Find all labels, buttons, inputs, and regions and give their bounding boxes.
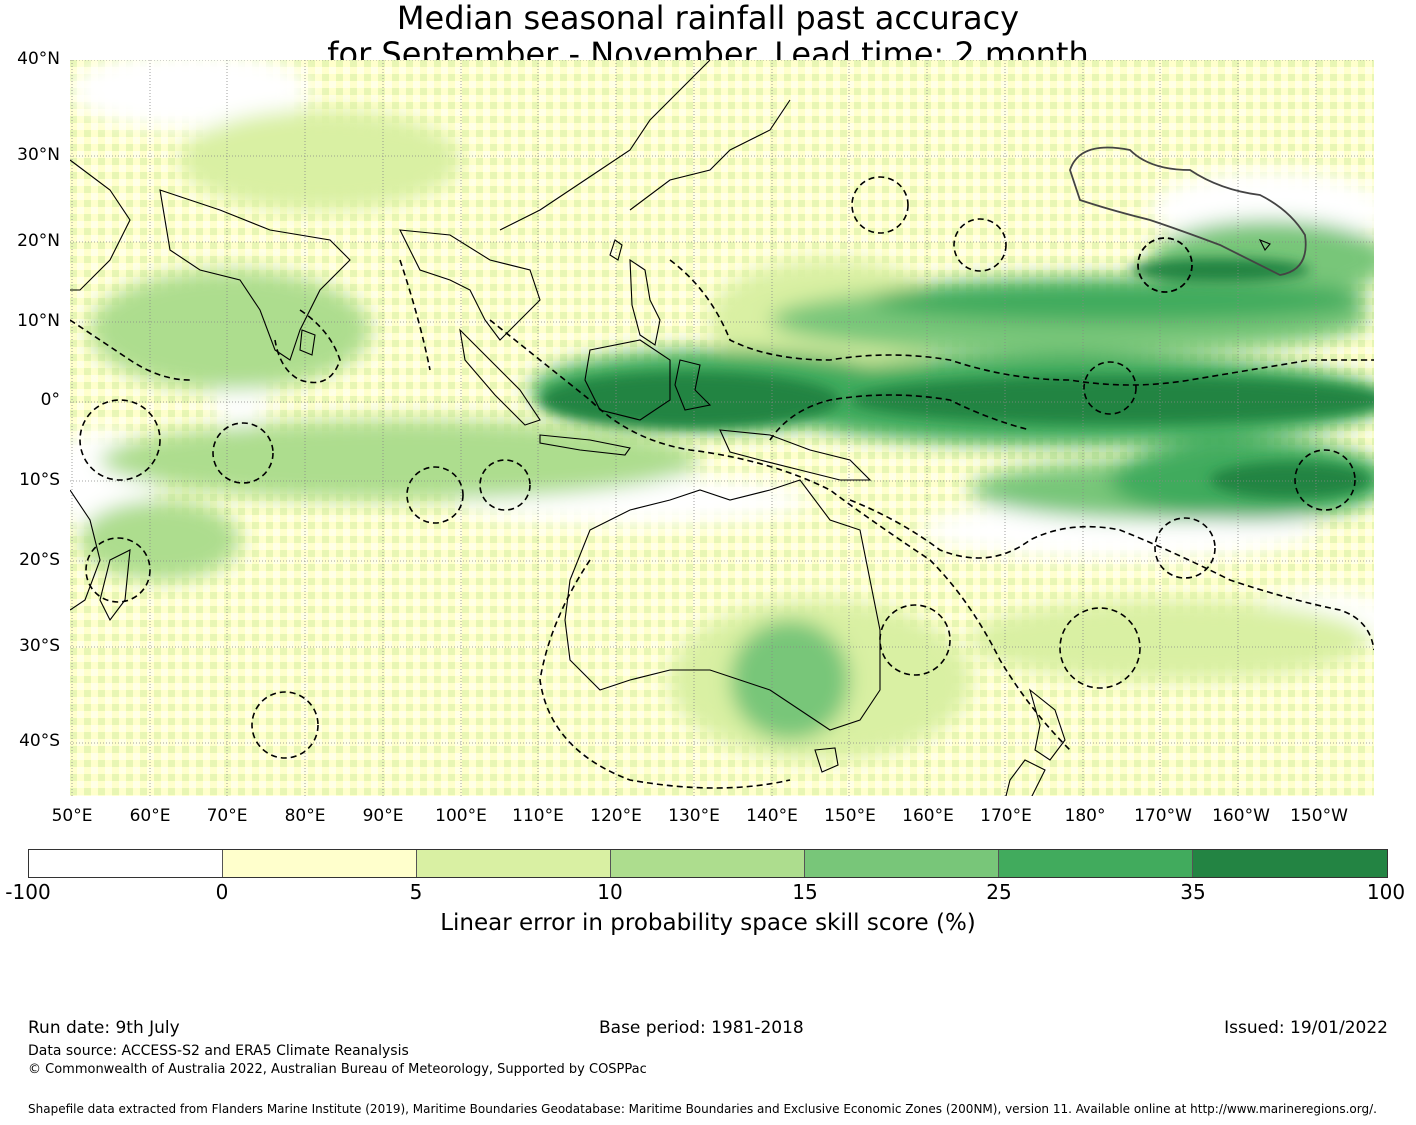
colorbar-tick: 25 bbox=[986, 880, 1012, 904]
base-period: Base period: 1981-2018 bbox=[599, 1018, 804, 1038]
colorbar-tick: 100 bbox=[1366, 880, 1406, 904]
colorbar-tick: 35 bbox=[1180, 880, 1206, 904]
lon-label-70e: 70°E bbox=[206, 806, 248, 826]
lon-label-110e: 110°E bbox=[512, 806, 564, 826]
lon-label-120e: 120°E bbox=[590, 806, 642, 826]
lat-label-30n: 30°N bbox=[17, 145, 60, 165]
colorbar-segment-0 bbox=[29, 850, 223, 877]
colorbar-segment-2 bbox=[417, 850, 611, 877]
lon-label-140e: 140°E bbox=[746, 806, 798, 826]
colorbar-segment-3 bbox=[611, 850, 805, 877]
lat-label-20n: 20°N bbox=[17, 231, 60, 251]
lat-label-40s: 40°S bbox=[19, 731, 60, 751]
shapefile-credit: Shapefile data extracted from Flanders M… bbox=[28, 1102, 1377, 1116]
lat-label-0: 0° bbox=[40, 390, 60, 410]
lon-label-150w: 150°W bbox=[1290, 806, 1348, 826]
lat-label-10n: 10°N bbox=[17, 311, 60, 331]
map-title-line1: Median seasonal rainfall past accuracy bbox=[396, 0, 1020, 37]
lon-label-150e: 150°E bbox=[824, 806, 876, 826]
lat-label-30s: 30°S bbox=[19, 636, 60, 656]
hawaii-eez-outline bbox=[1069, 146, 1307, 276]
data-source: Data source: ACCESS-S2 and ERA5 Climate … bbox=[28, 1043, 409, 1059]
copyright-notice: © Commonwealth of Australia 2022, Austra… bbox=[28, 1062, 647, 1077]
lat-label-20s: 20°S bbox=[19, 550, 60, 570]
colorbar-tick: -100 bbox=[5, 880, 51, 904]
graticule bbox=[70, 60, 1374, 796]
colorbar-segment-5 bbox=[999, 850, 1193, 877]
colorbar bbox=[28, 849, 1388, 878]
lat-label-10s: 10°S bbox=[19, 470, 60, 490]
lon-label-100e: 100°E bbox=[435, 806, 487, 826]
lon-label-60e: 60°E bbox=[129, 806, 171, 826]
colorbar-tick: 15 bbox=[792, 880, 818, 904]
issued-date: Issued: 19/01/2022 bbox=[1224, 1018, 1388, 1038]
eez-boundaries bbox=[70, 176, 1374, 789]
lon-label-180: 180° bbox=[1064, 806, 1106, 826]
lon-label-90e: 90°E bbox=[362, 806, 404, 826]
lon-label-160e: 160°E bbox=[902, 806, 954, 826]
skill-core bbox=[540, 258, 1374, 498]
lon-label-160w: 160°W bbox=[1212, 806, 1270, 826]
colorbar-segment-6 bbox=[1193, 850, 1387, 877]
colorbar-label: Linear error in probability space skill … bbox=[440, 910, 976, 936]
run-date: Run date: 9th July bbox=[28, 1018, 180, 1038]
lat-label-40n: 40°N bbox=[17, 49, 60, 69]
lon-label-80e: 80°E bbox=[284, 806, 326, 826]
colorbar-segment-1 bbox=[223, 850, 417, 877]
lon-label-170w: 170°W bbox=[1134, 806, 1192, 826]
colorbar-tick: 5 bbox=[409, 880, 423, 904]
lon-label-130e: 130°E bbox=[668, 806, 720, 826]
coastlines bbox=[70, 60, 1271, 796]
lon-label-170e: 170°E bbox=[980, 806, 1032, 826]
colorbar-segment-4 bbox=[805, 850, 999, 877]
colorbar-tick: 10 bbox=[597, 880, 623, 904]
colorbar-tick: 0 bbox=[215, 880, 229, 904]
skill-score-map bbox=[70, 60, 1374, 796]
lon-label-50e: 50°E bbox=[51, 806, 93, 826]
